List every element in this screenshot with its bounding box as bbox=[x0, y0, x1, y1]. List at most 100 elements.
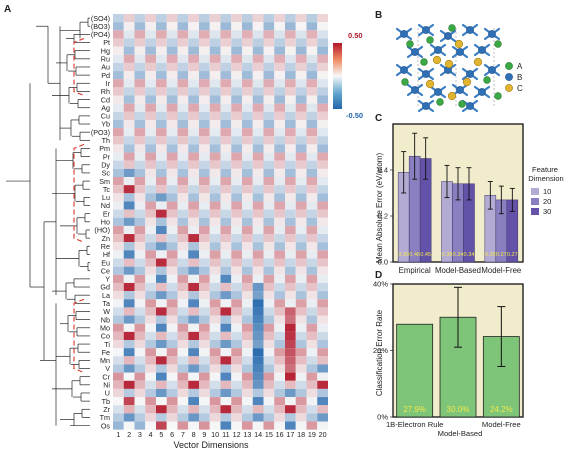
heatmap-cell bbox=[263, 87, 275, 96]
heatmap-cell bbox=[188, 168, 199, 177]
heatmap-cell bbox=[123, 348, 135, 357]
heatmap-cell bbox=[285, 307, 296, 316]
heatmap-cell bbox=[123, 119, 135, 129]
heatmap-cell bbox=[156, 331, 167, 340]
heatmap-cell bbox=[295, 380, 307, 389]
heatmap-cell bbox=[177, 111, 189, 120]
heatmap-cell bbox=[252, 388, 264, 398]
heatmap-cell bbox=[295, 38, 307, 47]
heatmap-cell bbox=[263, 348, 275, 357]
heatmap-cell bbox=[285, 168, 296, 177]
heatmap-cell bbox=[306, 340, 318, 349]
heatmap-cell bbox=[123, 38, 135, 47]
heatmap-cell bbox=[166, 348, 178, 357]
heatmap-cell bbox=[252, 258, 264, 267]
heatmap-cell bbox=[263, 201, 275, 210]
legend-label: 30 bbox=[543, 207, 551, 216]
heatmap-cell bbox=[123, 258, 135, 267]
heatmap-cell bbox=[220, 79, 232, 88]
row-label: Hg bbox=[101, 46, 110, 55]
row-label: Mo bbox=[100, 323, 110, 332]
heatmap-cell bbox=[113, 128, 124, 137]
heatmap-cell bbox=[166, 160, 178, 169]
heatmap-cell bbox=[252, 372, 264, 381]
col-label: 2 bbox=[127, 430, 131, 439]
heatmap-cell bbox=[285, 201, 296, 210]
heatmap-cell bbox=[113, 14, 124, 23]
heatmap-cell bbox=[156, 388, 167, 398]
heatmap-cell bbox=[166, 217, 178, 226]
heatmap-cell bbox=[123, 103, 135, 112]
heatmap-cell bbox=[242, 22, 253, 31]
atom-a bbox=[436, 98, 444, 106]
heatmap-cell bbox=[274, 348, 285, 357]
heatmap-cell bbox=[123, 95, 135, 104]
heatmap-cell bbox=[220, 38, 232, 47]
row-label: Cu bbox=[101, 112, 110, 121]
heatmap-cell bbox=[177, 152, 189, 161]
heatmap-cell bbox=[145, 356, 156, 365]
heatmap-cell bbox=[285, 22, 296, 31]
heatmap-cell bbox=[209, 87, 221, 96]
heatmap-cell bbox=[134, 413, 146, 422]
row-label: Mn bbox=[100, 356, 110, 365]
heatmap-cell bbox=[295, 193, 307, 202]
row-label: V bbox=[105, 364, 110, 373]
heatmap-cell bbox=[166, 87, 178, 96]
heatmap-cell bbox=[242, 340, 253, 349]
heatmap-cell bbox=[177, 331, 189, 340]
heatmap-cell bbox=[156, 250, 167, 259]
heatmap-cell bbox=[263, 177, 275, 186]
heatmap-cell bbox=[306, 209, 318, 218]
heatmap-cell bbox=[317, 397, 328, 406]
heatmap-cell bbox=[199, 136, 210, 145]
heatmap-cell bbox=[220, 388, 232, 398]
panel-label-a: A bbox=[4, 4, 11, 15]
heatmap-cell bbox=[242, 225, 253, 235]
heatmap-cell bbox=[220, 421, 232, 430]
heatmap-cell bbox=[295, 356, 307, 365]
heatmap-cell bbox=[177, 397, 189, 406]
heatmap-cell bbox=[123, 185, 135, 194]
heatmap-cell bbox=[156, 128, 167, 137]
heatmap-cell bbox=[317, 380, 328, 389]
heatmap-cell bbox=[274, 266, 285, 275]
heatmap-cell bbox=[156, 111, 167, 120]
col-label: 15 bbox=[265, 430, 273, 439]
heatmap-cell bbox=[145, 209, 156, 218]
heatmap-cell bbox=[134, 242, 146, 251]
heatmap-cell bbox=[145, 136, 156, 145]
heatmap-cell bbox=[177, 372, 189, 381]
heatmap-cell bbox=[242, 103, 253, 112]
heatmap-cell bbox=[177, 282, 189, 292]
heatmap-cell bbox=[285, 177, 296, 186]
heatmap-cell bbox=[156, 103, 167, 112]
heatmap-cell bbox=[123, 340, 135, 349]
heatmap-cell bbox=[145, 405, 156, 414]
heatmap-cell bbox=[252, 421, 264, 430]
heatmap-cell bbox=[188, 71, 199, 80]
heatmap-cell bbox=[306, 79, 318, 88]
heatmap-cell bbox=[166, 421, 178, 430]
heatmap-cell bbox=[317, 356, 328, 365]
legend-c-label: C bbox=[517, 84, 523, 93]
heatmap-cell bbox=[317, 421, 328, 430]
heatmap-cell bbox=[295, 209, 307, 218]
heatmap-cell bbox=[263, 250, 275, 259]
heatmap-cell bbox=[188, 388, 199, 398]
heatmap-cell bbox=[263, 217, 275, 226]
heatmap-cell bbox=[295, 405, 307, 414]
heatmap-cell bbox=[156, 356, 167, 365]
heatmap-cell bbox=[242, 136, 253, 145]
heatmap-cell bbox=[263, 282, 275, 292]
heatmap-cell bbox=[166, 234, 178, 243]
heatmap-cell bbox=[209, 168, 221, 177]
heatmap-cell bbox=[177, 193, 189, 202]
heatmap-cell bbox=[134, 177, 146, 186]
row-label: Hf bbox=[103, 250, 110, 259]
heatmap-cell bbox=[199, 323, 210, 332]
heatmap-cell bbox=[177, 46, 189, 55]
heatmap-cell bbox=[252, 201, 264, 210]
heatmap-cell bbox=[199, 22, 210, 31]
heatmap-cell bbox=[231, 136, 242, 145]
